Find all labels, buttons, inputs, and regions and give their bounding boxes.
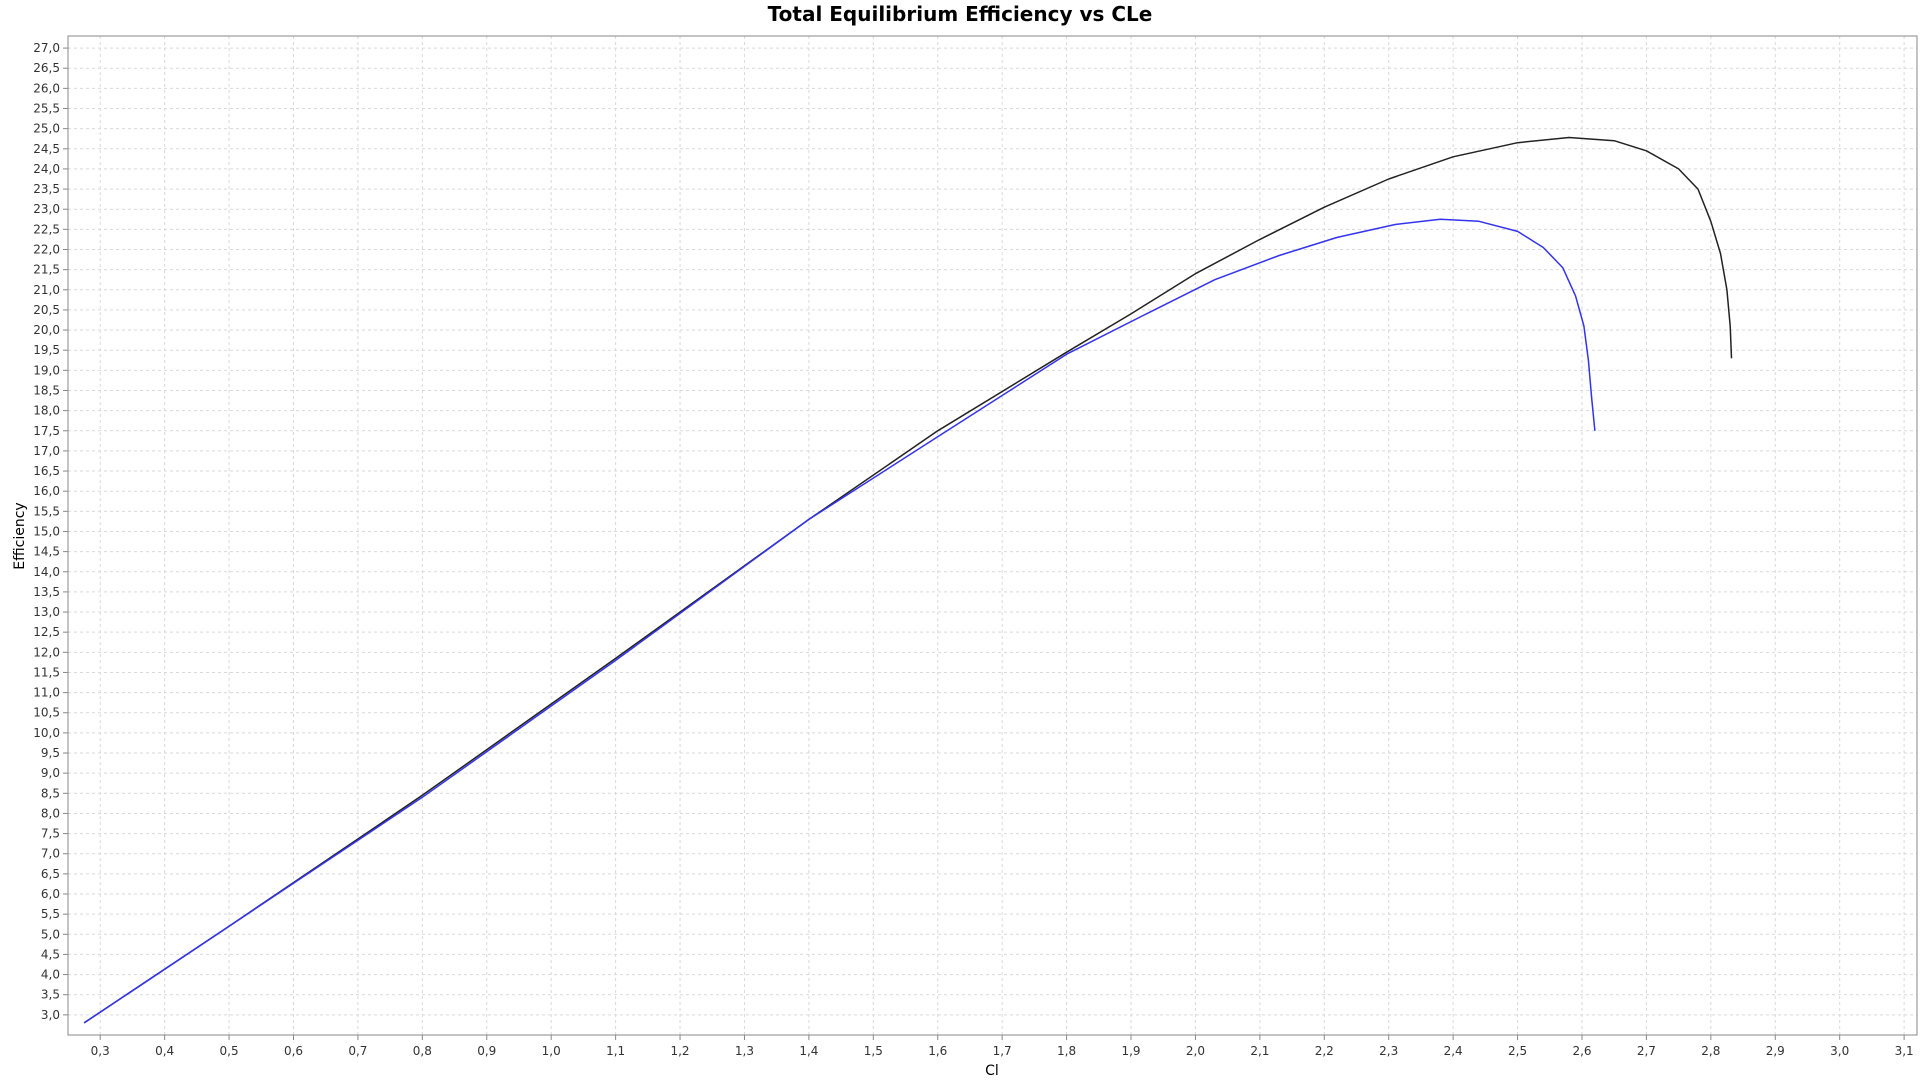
x-axis-label: Cl	[985, 1063, 999, 1079]
series-layer	[83, 136, 1733, 1024]
x-tick-label: 0,5	[220, 1044, 239, 1058]
x-tick-label: 1,8	[1057, 1044, 1076, 1058]
x-tick-label: 0,3	[91, 1044, 110, 1058]
x-tick-label: 0,6	[284, 1044, 303, 1058]
x-tick-label: 0,7	[348, 1044, 367, 1058]
y-tick-label: 8,5	[41, 786, 60, 800]
x-tick-label: 2,5	[1508, 1044, 1527, 1058]
y-tick-label: 26,0	[33, 81, 60, 95]
y-tick-label: 18,0	[33, 404, 60, 418]
y-tick-label: 19,5	[33, 343, 60, 357]
y-tick-label: 12,5	[33, 625, 60, 639]
y-axis-label: Efficiency	[12, 502, 28, 569]
y-tick-label: 13,0	[33, 605, 60, 619]
y-tick-label: 27,0	[33, 41, 60, 55]
y-tick-label: 23,0	[33, 202, 60, 216]
x-tick-label: 1,3	[735, 1044, 754, 1058]
y-tick-label: 14,5	[33, 545, 60, 559]
x-tick-label: 1,0	[542, 1044, 561, 1058]
y-tick-label: 12,0	[33, 645, 60, 659]
x-tick-label: 3,0	[1830, 1044, 1849, 1058]
y-tick-label: 21,5	[33, 263, 60, 277]
y-tick-label: 9,0	[41, 766, 60, 780]
y-tick-label: 20,0	[33, 323, 60, 337]
y-tick-label: 6,5	[41, 867, 60, 881]
x-tick-label: 1,9	[1121, 1044, 1140, 1058]
y-tick-label: 6,0	[41, 887, 60, 901]
y-tick-label: 14,0	[33, 565, 60, 579]
x-tick-label: 2,9	[1766, 1044, 1785, 1058]
y-tick-label: 24,0	[33, 162, 60, 176]
y-tick-label: 19,0	[33, 363, 60, 377]
y-tick-label: 16,0	[33, 484, 60, 498]
y-tick-label: 3,5	[41, 988, 60, 1002]
x-tick-label: 2,0	[1186, 1044, 1205, 1058]
y-tick-label: 25,0	[33, 122, 60, 136]
x-tick-label: 0,4	[155, 1044, 174, 1058]
grid-layer	[68, 36, 1917, 1035]
plot-frame	[67, 35, 1918, 1036]
ticks-layer: 0,3 0,4 0,5 0,6 0,7 0,8 0,9 1,0 1,1 1,2 1,3 1,4 1,5 1…	[33, 41, 1913, 1058]
y-tick-label: 15,0	[33, 524, 60, 538]
y-tick-label: 7,0	[41, 847, 60, 861]
y-tick-label: 18,5	[33, 383, 60, 397]
x-tick-label: 1,2	[670, 1044, 689, 1058]
y-tick-label: 4,0	[41, 968, 60, 982]
y-tick-label: 21,0	[33, 283, 60, 297]
x-tick-label: 0,9	[477, 1044, 496, 1058]
y-tick-label: 9,5	[41, 746, 60, 760]
x-tick-label: 2,6	[1572, 1044, 1591, 1058]
y-tick-label: 17,0	[33, 444, 60, 458]
y-tick-label: 16,5	[33, 464, 60, 478]
x-tick-label: 1,4	[799, 1044, 818, 1058]
y-tick-label: 3,0	[41, 1008, 60, 1022]
series-line-2	[83, 218, 1596, 1024]
y-tick-label: 4,5	[41, 947, 60, 961]
x-tick-label: 1,6	[928, 1044, 947, 1058]
chart-title: Total Equilibrium Efficiency vs CLe	[767, 2, 1153, 26]
y-tick-label: 22,5	[33, 222, 60, 236]
y-tick-label: 10,5	[33, 706, 60, 720]
x-tick-label: 1,7	[993, 1044, 1012, 1058]
y-tick-label: 5,0	[41, 927, 60, 941]
y-tick-label: 5,5	[41, 907, 60, 921]
y-tick-label: 26,5	[33, 61, 60, 75]
y-tick-label: 17,5	[33, 424, 60, 438]
x-tick-label: 2,1	[1250, 1044, 1269, 1058]
x-tick-label: 2,3	[1379, 1044, 1398, 1058]
x-tick-label: 2,2	[1315, 1044, 1334, 1058]
x-tick-label: 2,4	[1444, 1044, 1463, 1058]
y-tick-label: 13,5	[33, 585, 60, 599]
x-tick-label: 3,1	[1895, 1044, 1914, 1058]
x-tick-label: 2,8	[1701, 1044, 1720, 1058]
y-tick-label: 23,5	[33, 182, 60, 196]
y-tick-label: 20,5	[33, 303, 60, 317]
series-line-1	[83, 136, 1733, 1024]
y-tick-label: 11,5	[33, 665, 60, 679]
y-tick-label: 8,0	[41, 806, 60, 820]
x-tick-label: 2,7	[1637, 1044, 1656, 1058]
y-tick-label: 22,0	[33, 242, 60, 256]
x-tick-label: 1,5	[864, 1044, 883, 1058]
y-tick-label: 24,5	[33, 142, 60, 156]
y-tick-label: 25,5	[33, 102, 60, 116]
y-tick-label: 10,0	[33, 726, 60, 740]
y-tick-label: 7,5	[41, 827, 60, 841]
y-tick-label: 11,0	[33, 686, 60, 700]
x-tick-label: 1,1	[606, 1044, 625, 1058]
x-tick-label: 0,8	[413, 1044, 432, 1058]
y-tick-label: 15,5	[33, 504, 60, 518]
